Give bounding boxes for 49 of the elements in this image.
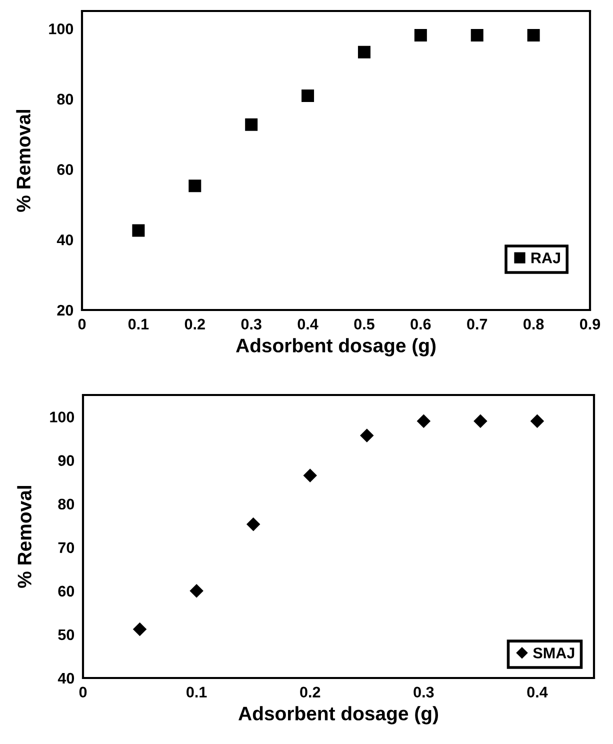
y-tick-label: 100	[49, 23, 74, 34]
point	[530, 414, 544, 428]
y-tick-label: 40	[58, 672, 74, 684]
point	[360, 428, 374, 442]
y-tick-label: 70	[58, 542, 74, 554]
x-tick-label: 0.4	[298, 318, 318, 330]
y-tick-label: 80	[57, 94, 74, 105]
y-axis-title: % Removal	[17, 486, 32, 588]
x-tick-label: 0	[78, 318, 86, 330]
x-tick-label: 0.8	[524, 318, 544, 330]
x-tick-label: 0.7	[467, 318, 488, 330]
x-tick-label: 0.3	[241, 318, 262, 330]
y-axis-title: % Removal	[16, 110, 30, 212]
legend-label: RAJ	[531, 252, 560, 264]
x-axis-title: Adsorbent dosage (g)	[236, 338, 436, 356]
y-tick-label: 50	[58, 629, 74, 640]
x-tick-label: 0.1	[186, 686, 207, 698]
x-tick-label: 0.9	[580, 318, 600, 330]
point	[358, 46, 370, 58]
x-axis-title: Adsorbent dosage (g)	[238, 706, 438, 724]
point	[133, 622, 146, 636]
y-tick-label: 100	[50, 412, 74, 422]
y-tick-label: 80	[58, 498, 74, 510]
y-tick-label: 60	[57, 164, 74, 175]
x-tick-label: 0.6	[410, 318, 431, 330]
point	[414, 29, 427, 42]
point	[132, 224, 145, 237]
point	[417, 414, 430, 428]
point	[245, 118, 258, 131]
point	[304, 468, 317, 482]
x-tick-label: 0.4	[527, 686, 548, 698]
x-tick-label: 0	[79, 686, 87, 698]
point	[302, 90, 314, 102]
point	[190, 584, 204, 598]
point	[474, 414, 488, 428]
point	[188, 180, 202, 192]
x-tick-label: 0.2	[300, 686, 320, 698]
point	[527, 29, 540, 42]
y-tick-label: 20	[57, 304, 74, 316]
x-tick-label: 0.3	[414, 686, 434, 698]
x-tick-label: 0.1	[128, 318, 149, 330]
x-tick-label: 0.5	[354, 318, 374, 330]
y-tick-label: 60	[58, 586, 74, 597]
point	[246, 518, 260, 531]
legend-label: SMAJ	[533, 648, 574, 658]
point	[470, 29, 484, 42]
y-tick-label: 40	[56, 234, 74, 246]
y-tick-label: 90	[58, 455, 74, 466]
x-tick-label: 0.2	[184, 318, 205, 330]
